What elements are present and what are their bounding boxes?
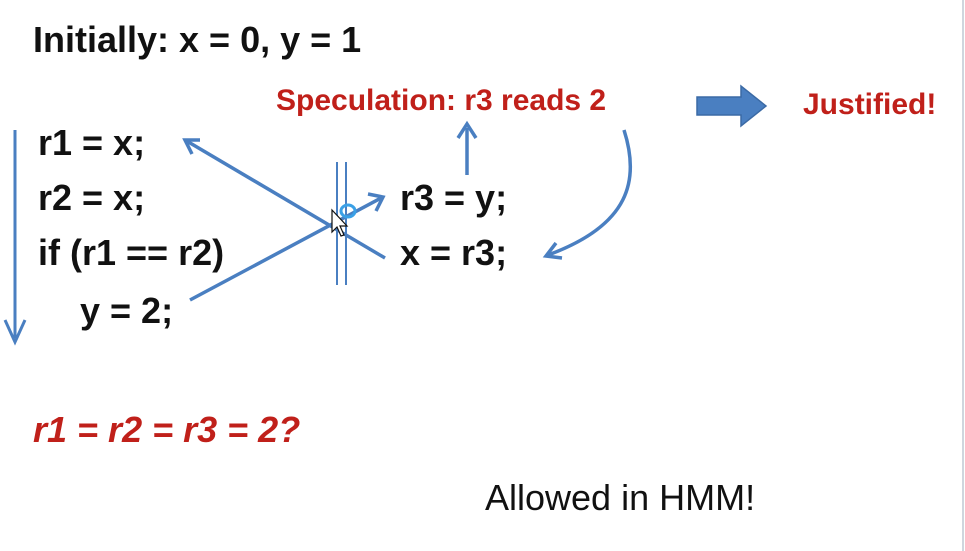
justified-label: Justified! bbox=[803, 88, 937, 121]
thread-1-line-3: if (r1 == r2) bbox=[38, 232, 225, 273]
thread-2-line-2: x = r3; bbox=[400, 232, 508, 273]
thread-2-line-1: r3 = y; bbox=[400, 177, 508, 218]
write-to-read-arrow-2 bbox=[189, 192, 386, 302]
slide-title: Initially: x = 0, y = 1 bbox=[33, 19, 362, 60]
write-to-read-arrow bbox=[182, 138, 386, 260]
thread-1-line-1: r1 = x; bbox=[38, 122, 146, 163]
question-label: r1 = r2 = r3 = 2? bbox=[33, 409, 301, 450]
right-block-arrow-icon bbox=[696, 84, 768, 128]
allowed-label: Allowed in HMM! bbox=[485, 477, 756, 518]
cursor-highlight bbox=[339, 203, 357, 219]
up-arrow-icon bbox=[456, 120, 478, 175]
speculation-label: Speculation: r3 reads 2 bbox=[276, 84, 607, 117]
curved-arrow bbox=[542, 129, 633, 260]
thread-1-line-4: y = 2; bbox=[80, 290, 174, 331]
down-arrow-icon bbox=[3, 130, 27, 346]
mouse-pointer-icon bbox=[331, 208, 349, 237]
thread-1-line-2: r2 = x; bbox=[38, 177, 146, 218]
